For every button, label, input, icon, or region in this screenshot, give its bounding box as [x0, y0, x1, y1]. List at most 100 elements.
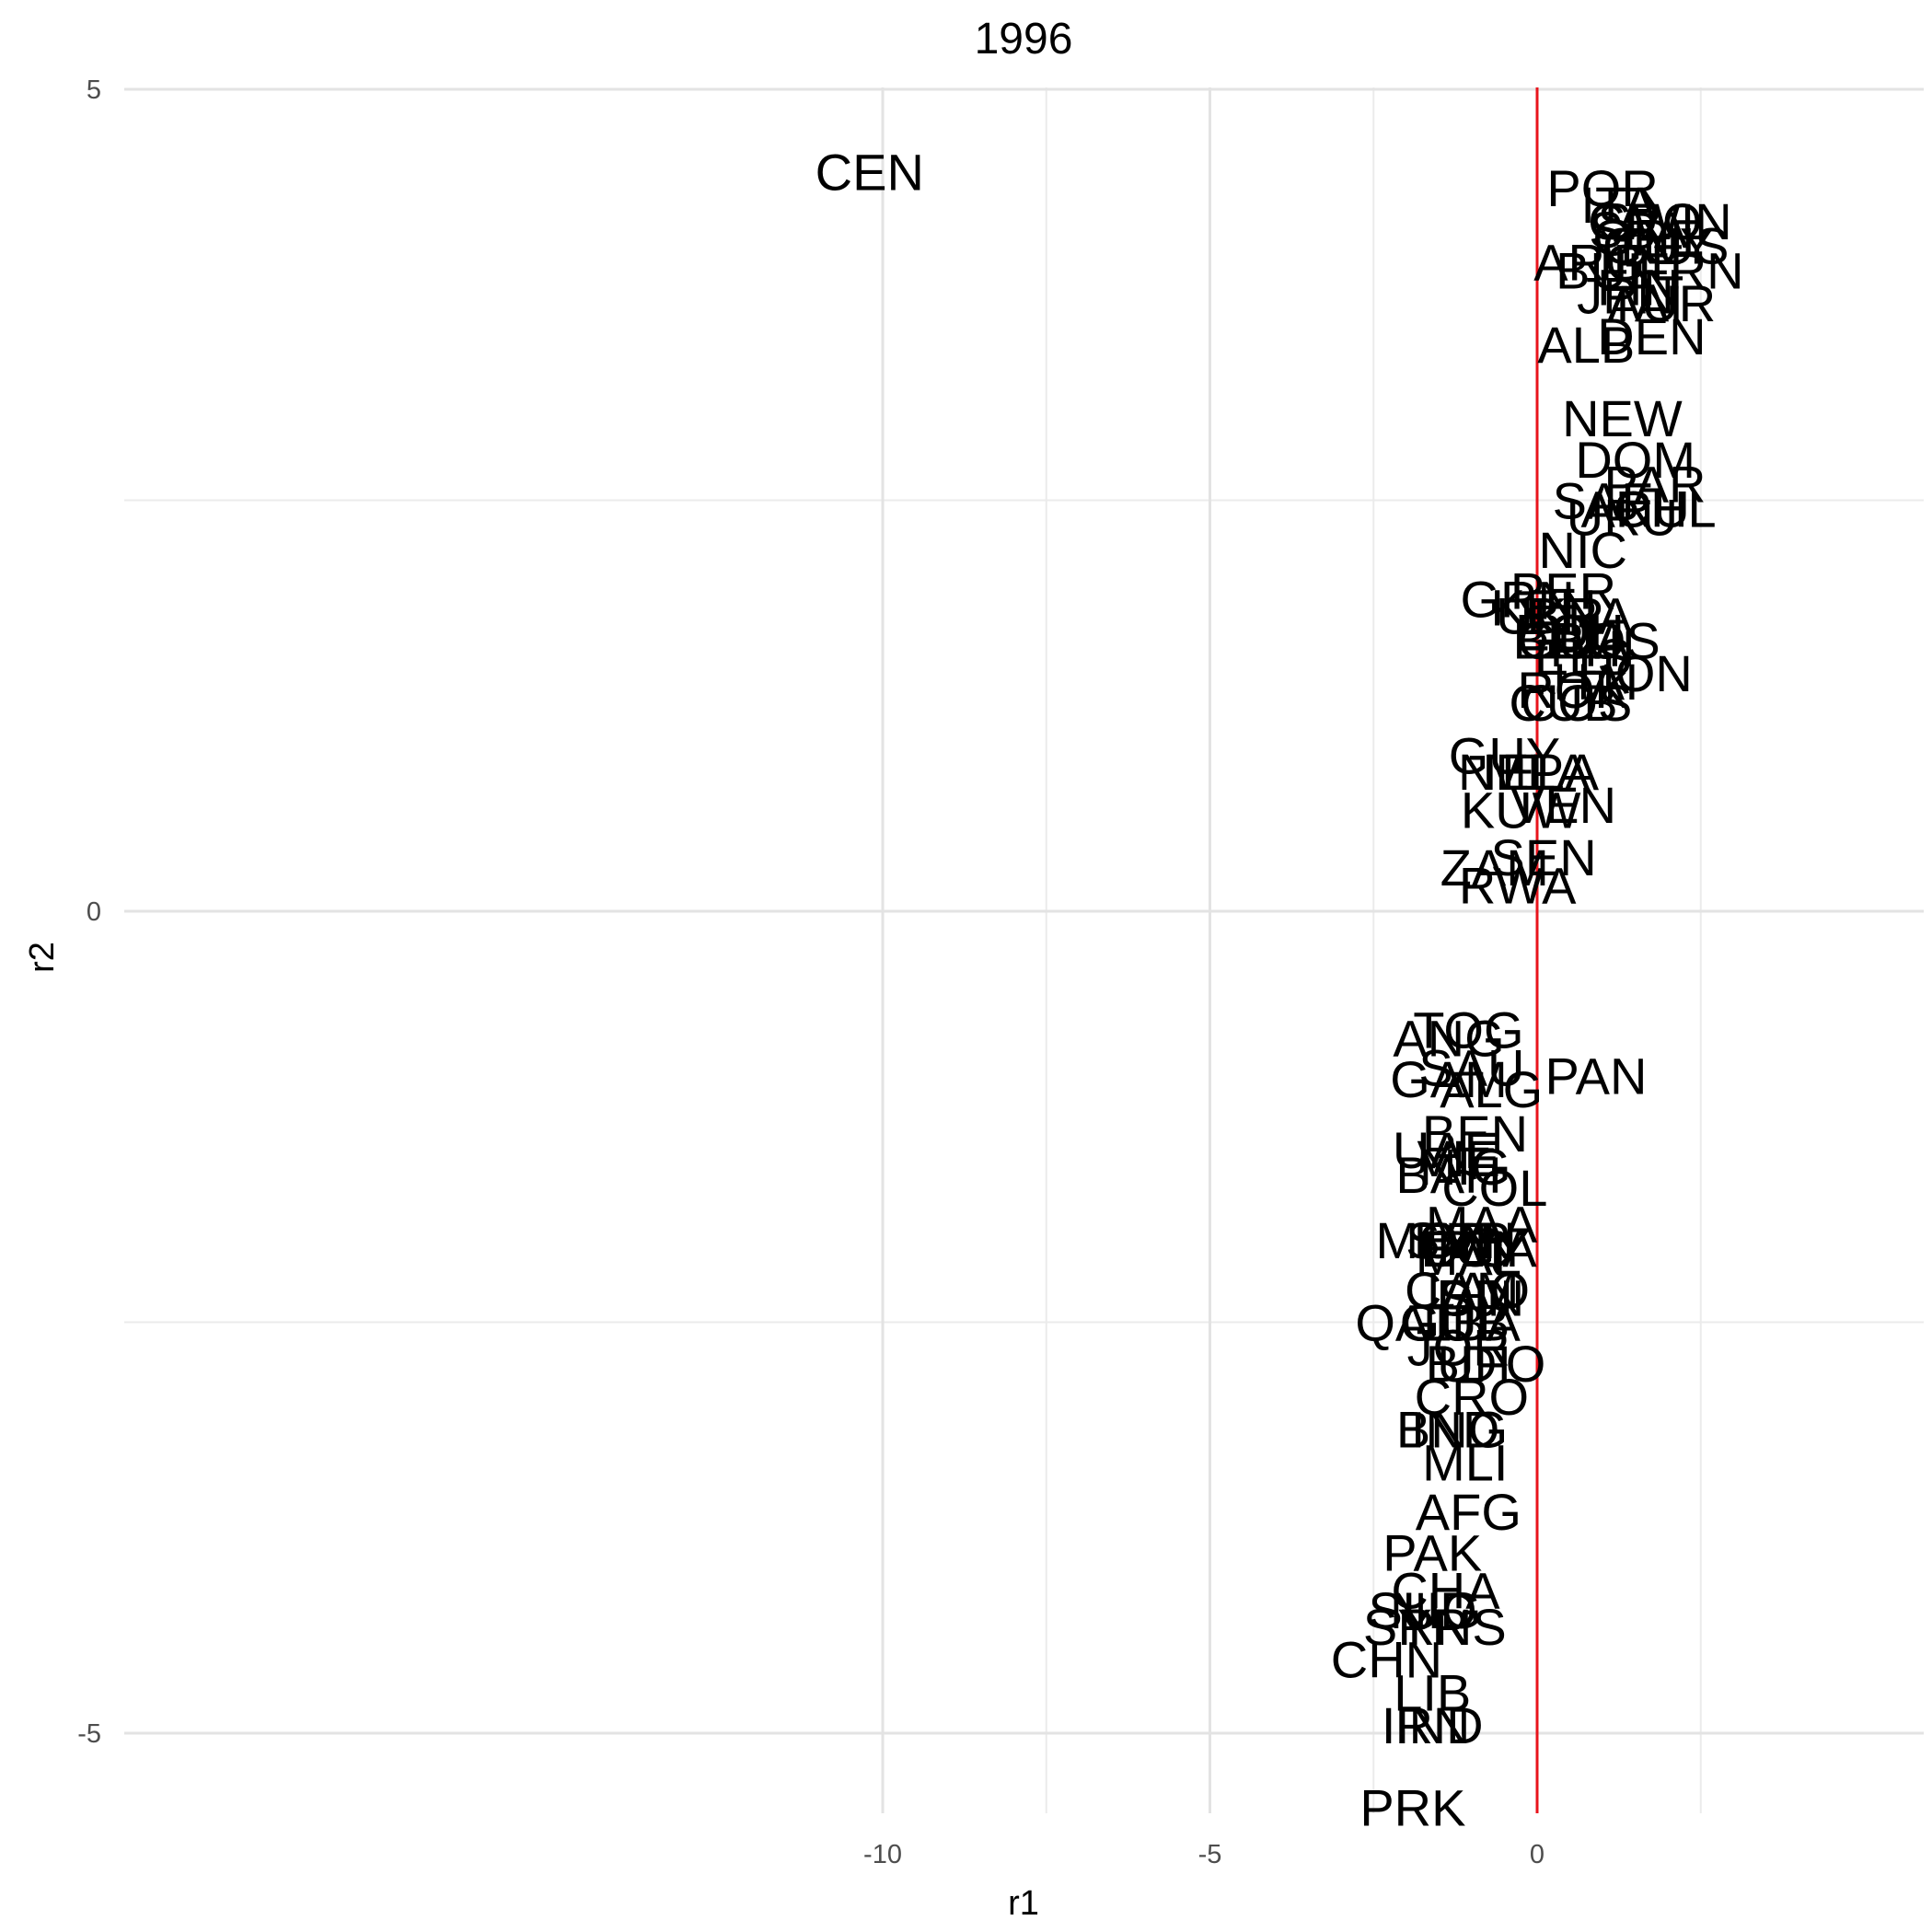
point-label-sud: SUD: [1368, 1581, 1476, 1639]
point-label-chn: CHN: [1331, 1631, 1442, 1689]
point-label-gui: GUI: [1400, 1294, 1492, 1352]
point-label-arg: ARG: [1533, 234, 1645, 292]
point-label-rwa: RWA: [1459, 856, 1577, 914]
x-tick-label: -5: [1198, 1840, 1222, 1869]
point-label-cos: COS: [1521, 674, 1632, 732]
point-label-guy: GUY: [1602, 217, 1714, 275]
point-label-zam: ZAM: [1440, 839, 1549, 897]
point-label-alg: ALG: [1440, 1060, 1543, 1118]
point-label-syr: SYR: [1406, 1211, 1511, 1269]
point-label-bul: BUL: [1556, 241, 1656, 299]
point-label-aru: ARU: [1581, 480, 1690, 538]
point-label-lib: LIB: [1394, 1663, 1471, 1721]
point-label-pak: PAK: [1382, 1524, 1482, 1582]
point-label-pan: PAN: [1544, 1047, 1647, 1105]
point-label-cro: CRO: [1415, 1368, 1529, 1426]
point-label-phi: PHI: [1550, 619, 1636, 677]
point-label-irn: IRN: [1382, 1696, 1470, 1754]
point-label-bra: BRA: [1527, 587, 1634, 645]
point-label-uru: URU: [1567, 488, 1678, 546]
point-label-saf: SAF: [1553, 472, 1653, 530]
point-label-els: ELS: [1534, 628, 1632, 686]
point-label-frn: FRN: [1638, 241, 1744, 299]
point-label-lba: LBA: [1423, 1294, 1521, 1352]
point-label-ita: ITA: [1580, 176, 1658, 234]
point-label-dji: DJI: [1436, 1269, 1513, 1327]
point-label-afg: AFG: [1416, 1483, 1521, 1541]
point-label-por: POR: [1546, 159, 1658, 217]
point-label-spa: SPA: [1589, 201, 1689, 259]
point-label-ufo: UFO: [1437, 1335, 1545, 1393]
point-label-sau: SAU: [1418, 1039, 1524, 1097]
y-axis-title: r2: [23, 942, 62, 973]
point-label-fin: FIN: [1597, 258, 1680, 316]
point-label-bos: BOS: [1552, 611, 1660, 669]
point-label-aur: AUR: [1607, 274, 1716, 332]
point-label-dom: DOM: [1575, 431, 1695, 489]
point-label-rok: ROK: [1517, 661, 1628, 719]
point-label-cen: CEN: [816, 143, 924, 201]
point-label-cha: CHA: [1391, 1562, 1500, 1620]
point-label-bng: BNG: [1396, 1401, 1508, 1459]
point-label-oma: OMA: [1419, 1220, 1537, 1278]
point-label-alb: ALB: [1537, 316, 1635, 374]
point-label-kuw: KUW: [1461, 781, 1581, 839]
point-label-mal: MAL: [1416, 1228, 1521, 1286]
point-label-lao: LAO: [1427, 1261, 1530, 1319]
y-tick-label: 5: [87, 75, 101, 105]
point-label-cub: CUB: [1401, 1294, 1510, 1352]
point-label-bah: BAH: [1395, 1146, 1501, 1204]
point-label-cam: CAM: [1405, 1261, 1519, 1319]
point-label-sin: SIN: [1439, 1269, 1524, 1327]
point-label-prk: PRK: [1359, 1778, 1465, 1836]
point-label-ela: ELA: [1501, 743, 1599, 801]
point-label-ven: VEN: [1510, 776, 1616, 834]
y-tick-label: 0: [87, 897, 101, 927]
y-tick-label: -5: [77, 1719, 101, 1749]
point-label-rns: RNS: [1397, 1598, 1506, 1656]
point-label-irq: IRQ: [1423, 1220, 1515, 1278]
point-label-ukr: UKR: [1496, 587, 1604, 645]
point-label-syr: SYR: [1363, 1598, 1469, 1656]
point-label-nic: NIC: [1539, 521, 1627, 579]
point-label-ang: ANG: [1393, 1010, 1504, 1068]
point-label-gua: GUA: [1517, 611, 1629, 669]
point-label-cub: CUB: [1509, 674, 1617, 732]
point-labels: CEN PORITACROSWINSPAGREGUYRUSARGBULIREFRN…: [816, 143, 1744, 1836]
point-label-cro: CRO: [1588, 192, 1702, 250]
x-axis-title: r1: [1008, 1884, 1039, 1923]
point-label-rus: RUS: [1620, 217, 1729, 275]
point-label-tai: TAI: [1607, 274, 1683, 332]
point-label-gre: GRE: [1592, 209, 1704, 267]
point-label-ben: BEN: [1422, 1105, 1528, 1163]
x-tick-label: -10: [863, 1840, 902, 1869]
point-label-swin: SWIN: [1598, 192, 1732, 250]
point-label-gam: GAM: [1390, 1050, 1508, 1108]
point-label-den: DEN: [1597, 307, 1706, 365]
point-label-nig: NIG: [1419, 1138, 1511, 1196]
point-label-mla: MLA: [1484, 743, 1591, 801]
point-label-vie: VIE: [1417, 1129, 1500, 1187]
point-label-ind: IND: [1411, 1401, 1499, 1459]
x-tick-labels: -10 -5 0: [863, 1840, 1544, 1869]
point-label-hai: HAI: [1553, 653, 1638, 711]
point-label-maa: MAA: [1426, 1195, 1538, 1253]
point-label-tog: TOG: [1413, 1001, 1523, 1059]
point-label-ind: IND: [1394, 1696, 1483, 1754]
point-label-ecu: ECU: [1515, 603, 1624, 661]
point-label-jor: JOR: [1407, 1318, 1510, 1376]
point-label-qat: QAT: [1355, 1294, 1457, 1352]
point-label-mon: MON: [1375, 1211, 1496, 1269]
point-label-nep: NEP: [1458, 743, 1564, 801]
point-label-bdi: BDI: [1426, 1335, 1511, 1393]
point-label-bol: BOL: [1515, 603, 1618, 661]
y-tick-labels: -5 0 5: [77, 75, 101, 1749]
point-label-egy: EGY: [1420, 1220, 1529, 1278]
point-label-par: PAR: [1603, 456, 1706, 514]
point-label-guy: GUY: [1449, 726, 1560, 784]
point-label-new: NEW: [1562, 389, 1683, 447]
point-label-ken: KEN: [1491, 579, 1597, 637]
point-label-eth: ETH: [1414, 1211, 1517, 1269]
